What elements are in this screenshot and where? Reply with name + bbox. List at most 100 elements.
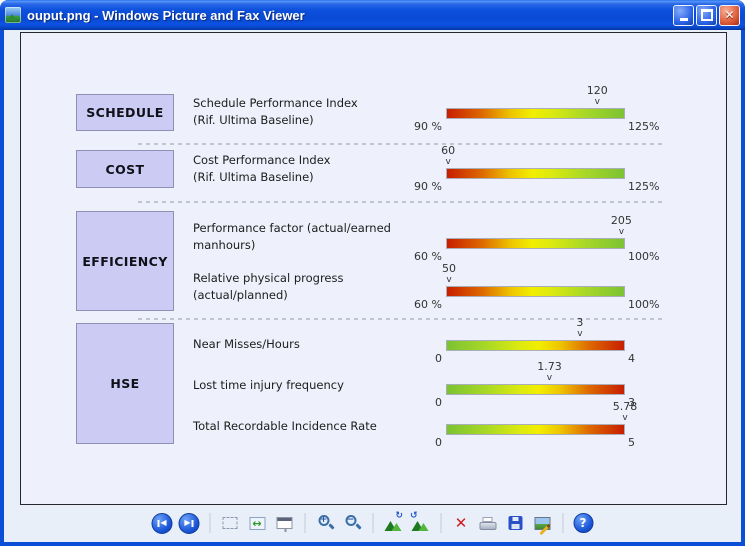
metric-label-line: Cost Performance Index [193, 153, 331, 167]
window-controls: ✕ [673, 4, 740, 26]
gauge-physical-progress: 50 v 60 % 100% [414, 263, 659, 312]
marker-arrow-icon: v [577, 329, 583, 339]
value-marker: 120 v [586, 84, 608, 108]
gradient-bar [446, 286, 625, 297]
slideshow-icon [276, 517, 292, 532]
rotate-counterclockwise-button[interactable]: ↺ [409, 512, 431, 534]
section-box-cost: COST [76, 150, 174, 188]
next-bar-icon [191, 519, 194, 527]
marker-value: 205 [610, 214, 632, 227]
viewer-toolbar: ◀ ▶ ↔ + − ↻ ↺ ✕ [151, 511, 594, 535]
marker-value: 60 [441, 144, 456, 157]
marker-arrow-icon: v [594, 97, 600, 107]
best-fit-icon [222, 517, 238, 529]
close-icon: ✕ [724, 8, 735, 22]
metric-label-cpi: Cost Performance Index (Rif. Ultima Base… [193, 152, 445, 186]
marker-value: 5.78 [612, 400, 638, 413]
gauge-performance-factor: 205 v 60 % 100% [414, 215, 659, 264]
edit-button[interactable] [531, 512, 553, 535]
marker-value: 120 [586, 84, 608, 97]
scale-min-label: 60 % [414, 250, 442, 263]
gradient-bar [446, 384, 625, 395]
next-image-icon: ▶ [184, 518, 191, 527]
delete-button[interactable]: ✕ [450, 512, 472, 534]
metric-label-near-misses: Near Misses/Hours [193, 336, 445, 353]
metric-label-line: Relative physical progress [193, 271, 344, 285]
best-fit-button[interactable] [219, 512, 241, 534]
minimize-button[interactable] [673, 4, 694, 26]
metric-label-line: (actual/planned) [193, 288, 288, 302]
scale-max-label: 100% [628, 298, 660, 311]
metric-label-line: manhours) [193, 238, 256, 252]
scale-max-label: 5 [628, 436, 635, 449]
marker-arrow-icon: v [446, 275, 452, 285]
gradient-bar [446, 238, 625, 249]
marker-arrow-icon: v [546, 373, 553, 383]
gauge-spi: 120 v 90 % 125% [414, 85, 659, 134]
metric-label-line: Total Recordable Incidence Rate [193, 419, 377, 433]
actual-size-button[interactable]: ↔ [246, 512, 268, 534]
gauge-ltif: 1.73 v 0 3 [435, 361, 635, 410]
metric-label-line: Schedule Performance Index [193, 96, 358, 110]
toolbar-separator [304, 513, 305, 533]
zoom-in-button[interactable]: + [314, 512, 336, 534]
help-button[interactable]: ? [572, 512, 594, 534]
metric-label-line: Performance factor (actual/earned [193, 221, 391, 235]
gradient-bar [446, 108, 625, 119]
marker-value: 3 [576, 316, 584, 329]
rotate-clockwise-button[interactable]: ↻ [382, 512, 404, 534]
print-icon [479, 516, 497, 530]
marker-arrow-icon: v [618, 227, 625, 237]
actual-size-icon: ↔ [249, 516, 265, 530]
value-marker: 5.78 v [612, 400, 638, 424]
rotate-counterclockwise-icon: ↺ [410, 512, 430, 532]
metric-label-line: (Rif. Ultima Baseline) [193, 170, 314, 184]
zoom-out-button[interactable]: − [341, 512, 363, 534]
scale-max-label: 4 [628, 352, 635, 365]
gauge-near-misses: 3 v 0 4 [435, 317, 635, 366]
picture-viewer-icon [5, 7, 21, 23]
previous-image-icon: ◀ [160, 518, 167, 527]
help-icon: ? [573, 513, 593, 533]
previous-image-button[interactable]: ◀ [151, 512, 173, 534]
value-marker: 1.73 v [537, 361, 562, 384]
value-marker: 60 v [441, 144, 456, 168]
metric-label-line: Lost time injury frequency [193, 378, 344, 392]
toolbar-separator [440, 513, 441, 533]
displayed-image: SCHEDULE COST EFFICIENCY HSE Schedule Pe… [20, 32, 727, 505]
zoom-in-icon: + [315, 513, 335, 533]
scale-max-label: 3 [628, 396, 635, 409]
gradient-bar [446, 168, 625, 179]
value-marker: 3 v [576, 316, 584, 340]
save-icon [508, 516, 522, 530]
gauge-trir: 5.78 v 0 5 [435, 401, 637, 450]
maximize-icon [700, 9, 713, 21]
value-marker: 205 v [610, 214, 632, 238]
viewer-content-area: SCHEDULE COST EFFICIENCY HSE Schedule Pe… [4, 30, 741, 542]
gauge-cpi: 60 v 90 % 125% [414, 145, 659, 194]
next-image-button[interactable]: ▶ [178, 512, 200, 534]
metric-label-ltif: Lost time injury frequency [193, 377, 445, 394]
gradient-bar [446, 424, 625, 435]
close-button[interactable]: ✕ [719, 4, 740, 26]
section-box-hse: HSE [76, 323, 174, 444]
delete-icon: ✕ [454, 513, 468, 532]
section-separator [138, 201, 662, 203]
scale-max-label: 100% [628, 250, 660, 263]
start-slideshow-button[interactable] [273, 512, 295, 534]
title-bar[interactable]: ouput.png - Windows Picture and Fax View… [0, 0, 745, 30]
toolbar-separator [562, 513, 563, 533]
save-button[interactable] [504, 512, 526, 534]
metric-label-physical-progress: Relative physical progress (actual/plann… [193, 270, 445, 304]
marker-arrow-icon: v [445, 157, 451, 167]
scale-min-label: 60 % [414, 298, 442, 311]
section-box-schedule: SCHEDULE [76, 94, 174, 131]
print-button[interactable] [477, 512, 499, 534]
metric-label-trir: Total Recordable Incidence Rate [193, 418, 445, 435]
scale-min-label: 0 [435, 352, 442, 365]
maximize-button[interactable] [696, 4, 717, 26]
scale-min-label: 90 % [414, 180, 442, 193]
scale-min-label: 0 [435, 436, 442, 449]
scale-min-label: 90 % [414, 120, 442, 133]
metric-label-line: (Rif. Ultima Baseline) [193, 113, 314, 127]
